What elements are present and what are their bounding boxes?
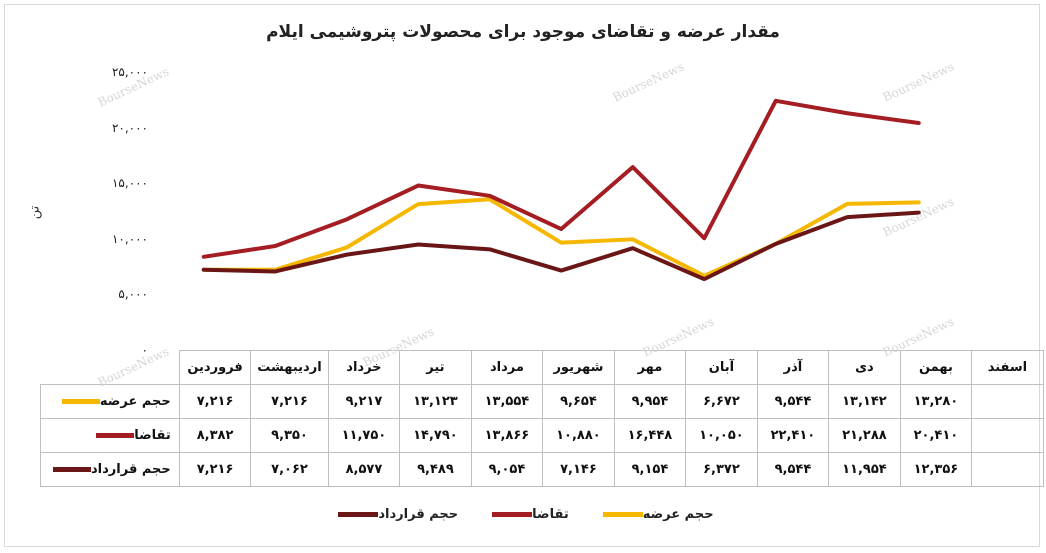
data-table: فروردین اردیبهشت خرداد تیر مرداد شهریور مهر آبا… (40, 350, 1044, 487)
category-label: مهر (613, 350, 687, 385)
y-tick-label: ۰ (141, 343, 148, 357)
category-label: شهریور (542, 350, 615, 385)
series-swatch (53, 467, 91, 472)
data-label: ۹,۱۵۴ (613, 452, 687, 487)
table-row: حجم قرارداد ۷,۲۱۶ ۷,۰۶۲ ۸,۵۷۷ ۹,۴۸۹ ۹,۰۵۴ ۷,۱۴… (40, 452, 1044, 487)
data-label: ۸,۳۸۲ (178, 418, 252, 453)
data-label: ۱۱,۷۵۰ (327, 418, 401, 453)
data-label: ۷,۲۱۶ (178, 384, 252, 419)
data-label: ۷,۰۶۲ (250, 452, 329, 487)
category-label: اردیبهشت (250, 350, 329, 385)
category-label: دی (828, 350, 901, 385)
series-name-cell: حجم قرارداد (40, 452, 180, 487)
category-label: بهمن (899, 350, 973, 385)
legend-item: تقاضا (486, 507, 569, 522)
series-name: حجم عرضه (99, 394, 171, 409)
data-label: ۲۰,۴۱۰ (899, 418, 973, 453)
data-label: ۱۳,۱۴۲ (828, 384, 901, 419)
legend-label: حجم عرضه (642, 507, 714, 522)
data-label: ۱۳,۵۵۴ (470, 384, 544, 419)
data-label: ۸,۵۷۷ (327, 452, 401, 487)
data-label: ۱۰,۸۸۰ (542, 418, 615, 453)
data-label: ۱۱,۹۵۴ (828, 452, 901, 487)
series-line-2 (201, 98, 921, 259)
y-tick-label: ۲۵,۰۰۰ (111, 65, 148, 79)
data-label: ۹,۲۱۷ (327, 384, 401, 419)
y-tick-label: ۵,۰۰۰ (118, 287, 148, 302)
data-label: ۹,۵۴۴ (756, 384, 830, 419)
legend-swatch (492, 512, 533, 517)
y-tick-label: ۱۰,۰۰۰ (111, 231, 148, 246)
category-label: خرداد (327, 350, 401, 385)
y-tick-label: ۱۵,۰۰۰ (111, 176, 148, 191)
data-label: ۶,۳۷۲ (685, 452, 758, 487)
table-header-row: فروردین اردیبهشت خرداد تیر مرداد شهریور مهر آبا… (40, 350, 1044, 385)
category-label: مرداد (470, 350, 544, 385)
series-swatch (96, 433, 135, 438)
data-label: ۷,۲۱۶ (178, 452, 252, 487)
data-label (971, 418, 1044, 453)
legend-item: حجم عرضه (597, 507, 714, 522)
series-name: حجم قرارداد (91, 462, 171, 477)
data-label: ۹,۵۴۴ (756, 452, 830, 487)
series-name-cell: حجم عرضه (40, 384, 180, 419)
data-label: ۹,۳۵۰ (250, 418, 329, 453)
table-corner (40, 350, 180, 385)
category-label: تیر (399, 350, 472, 385)
legend-swatch (338, 512, 379, 517)
data-label: ۷,۱۴۶ (542, 452, 615, 487)
legend-label: تقاضا (532, 507, 569, 522)
data-label: ۶,۶۷۲ (685, 384, 758, 419)
data-label: ۱۰,۰۵۰ (685, 418, 758, 453)
data-label: ۱۳,۱۲۳ (399, 384, 472, 419)
table-row: تقاضا ۸,۳۸۲ ۹,۳۵۰ ۱۱,۷۵۰ ۱۴,۷۹۰ ۱۳,۸۶۶ ۱۰,۸۸۰ ۱… (40, 418, 1044, 453)
data-label: ۱۳,۸۶۶ (470, 418, 544, 453)
data-label: ۹,۰۵۴ (470, 452, 544, 487)
category-label: فروردین (178, 350, 252, 385)
data-label: ۱۶,۴۴۸ (613, 418, 687, 453)
series-name-cell: تقاضا (40, 418, 180, 453)
data-label: ۹,۴۸۹ (399, 452, 472, 487)
legend-item: حجم قرارداد (332, 507, 458, 522)
legend-label: حجم قرارداد (378, 507, 459, 522)
category-label: آذر (756, 350, 830, 385)
data-label: ۱۳,۲۸۰ (899, 384, 973, 419)
legend: حجم عرضه تقاضا حجم قرارداد (0, 507, 1046, 522)
category-label: اسفند (971, 350, 1044, 385)
series-name: تقاضا (134, 428, 171, 443)
table-row: حجم عرضه ۷,۲۱۶ ۷,۲۱۶ ۹,۲۱۷ ۱۳,۱۲۳ ۱۳,۵۵۴ ۹,۶۵۴… (40, 384, 1044, 419)
data-label: ۹,۹۵۴ (613, 384, 687, 419)
chart-title: مقدار عرضه و تقاضای موجود برای محصولات پ… (266, 22, 780, 42)
data-label: ۹,۶۵۴ (542, 384, 615, 419)
data-label: ۱۲,۳۵۶ (899, 452, 973, 487)
data-label: ۷,۲۱۶ (250, 384, 329, 419)
y-tick-label: ۲۰,۰۰۰ (111, 120, 148, 135)
legend-swatch (602, 512, 643, 517)
category-label: آبان (685, 350, 758, 385)
series-swatch (61, 399, 100, 404)
data-label: ۲۱,۲۸۸ (828, 418, 901, 453)
data-label: ۱۴,۷۹۰ (399, 418, 472, 453)
data-label (971, 384, 1044, 419)
data-label (971, 452, 1044, 487)
data-label: ۲۲,۴۱۰ (756, 418, 830, 453)
